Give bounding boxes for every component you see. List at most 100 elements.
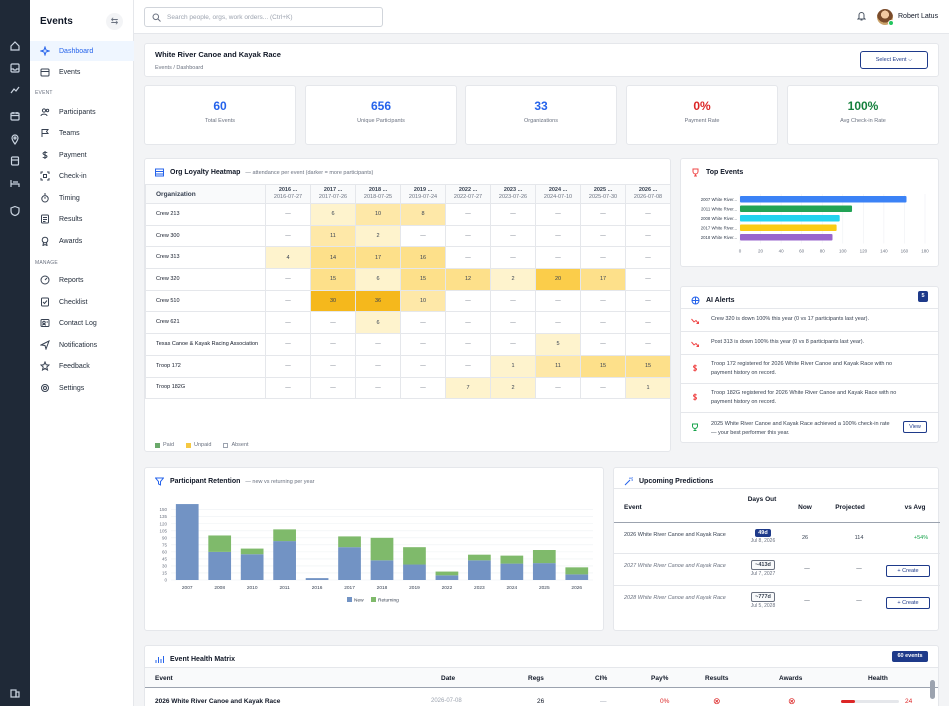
retention-bar-returning[interactable]: [208, 535, 232, 552]
retention-bar-new[interactable]: [532, 563, 556, 580]
sidebar-item-payment[interactable]: Payment: [30, 145, 134, 165]
health-event-name[interactable]: 2026 White River Canoe and Kayak Race: [155, 698, 281, 705]
health-header-regs[interactable]: Regs: [528, 675, 544, 682]
collapse-sidebar-button[interactable]: ⇆: [106, 13, 123, 30]
inbox-icon[interactable]: [9, 62, 21, 74]
sidebar-item-reports[interactable]: Reports: [30, 270, 134, 290]
heatmap-cell[interactable]: —: [265, 311, 311, 335]
retention-bar-new[interactable]: [500, 563, 524, 580]
retention-bar-new[interactable]: [565, 574, 589, 580]
heatmap-cell[interactable]: 15: [625, 354, 670, 378]
top-event-bar[interactable]: [740, 215, 840, 222]
heatmap-cell[interactable]: 6: [355, 268, 401, 291]
sidebar-item-teams[interactable]: Teams: [30, 123, 134, 143]
heatmap-cell[interactable]: —: [265, 268, 311, 291]
create-event-button[interactable]: + Create: [886, 597, 930, 609]
heatmap-cell[interactable]: 15: [310, 268, 356, 291]
create-event-button[interactable]: + Create: [886, 565, 930, 577]
analytics-icon[interactable]: [9, 84, 21, 96]
top-event-bar[interactable]: [740, 224, 837, 232]
health-header-results[interactable]: Results: [705, 675, 729, 682]
heatmap-cell[interactable]: —: [265, 333, 311, 356]
bed-icon[interactable]: [9, 177, 21, 189]
retention-bar-new[interactable]: [403, 564, 426, 580]
health-header-date[interactable]: Date: [441, 675, 456, 682]
breadcrumb[interactable]: Events / Dashboard: [155, 65, 204, 71]
heatmap-column-header[interactable]: 2017 ... 2017-07-26: [310, 184, 356, 204]
heatmap-row[interactable]: Troop 172— — — — —1 11 15 15: [145, 354, 670, 378]
heatmap-cell[interactable]: —: [400, 333, 446, 356]
heatmap-column-header[interactable]: 2016 ... 2016-07-27: [265, 184, 311, 204]
retention-bar-returning[interactable]: [240, 548, 264, 555]
heatmap-cell[interactable]: —: [355, 333, 401, 356]
heatmap-cell[interactable]: 10: [355, 203, 401, 226]
health-header-event[interactable]: Event: [155, 675, 173, 682]
page-scrollbar[interactable]: [930, 680, 935, 699]
heatmap-column-header[interactable]: 2024 ... 2024-07-10: [535, 184, 581, 204]
heatmap-cell[interactable]: —: [445, 333, 491, 356]
heatmap-cell[interactable]: —: [580, 289, 626, 313]
user-name[interactable]: Robert Latus: [898, 13, 939, 20]
retention-bar-returning[interactable]: [273, 529, 296, 542]
sidebar-item-dashboard[interactable]: Dashboard: [30, 41, 134, 61]
heatmap-cell[interactable]: —: [580, 376, 626, 400]
alert-item[interactable]: Post 313 is down 100% this year (0 vs 8 …: [681, 331, 939, 354]
predictions-header-vs-avg[interactable]: vs Avg: [904, 504, 926, 511]
predictions-header-days[interactable]: Days Out: [747, 496, 777, 503]
retention-bar-new[interactable]: [468, 560, 491, 580]
heatmap-cell[interactable]: 1: [490, 354, 536, 378]
heatmap-cell[interactable]: —: [490, 289, 536, 313]
heatmap-cell[interactable]: 10: [400, 289, 446, 313]
retention-bar-returning[interactable]: [403, 547, 426, 565]
heatmap-cell[interactable]: —: [625, 224, 670, 248]
sidebar-item-results[interactable]: Results: [30, 209, 134, 229]
retention-bar-new[interactable]: [370, 560, 394, 580]
location-pin-icon[interactable]: [9, 133, 21, 145]
alert-item[interactable]: Troop 172 registered for 2026 White Rive…: [681, 354, 939, 383]
retention-bar-new[interactable]: [305, 578, 329, 580]
top-event-bar[interactable]: [740, 234, 833, 241]
heatmap-cell[interactable]: —: [535, 289, 581, 313]
heatmap-cell[interactable]: —: [265, 289, 311, 313]
search-input[interactable]: Search people, orgs, work orders... (Ctr…: [144, 7, 383, 27]
prediction-row[interactable]: 2028 White River Canoe and Kayak Race ~7…: [614, 585, 940, 617]
heatmap-column-header[interactable]: 2022 ... 2022-07-27: [445, 184, 491, 204]
heatmap-cell[interactable]: 2: [490, 268, 536, 291]
alert-item[interactable]: Crew 320 is down 100% this year (0 vs 17…: [681, 308, 939, 331]
retention-bar-new[interactable]: [240, 554, 264, 580]
heatmap-cell[interactable]: 2: [355, 224, 401, 248]
retention-bar-returning[interactable]: [468, 554, 491, 561]
heatmap-cell[interactable]: 17: [580, 268, 626, 291]
heatmap-cell[interactable]: —: [490, 224, 536, 248]
heatmap-cell[interactable]: —: [445, 289, 491, 313]
heatmap-column-header[interactable]: 2018 ... 2018-07-25: [355, 184, 401, 204]
predictions-header-now[interactable]: Now: [798, 504, 812, 511]
sidebar-item-participants[interactable]: Participants: [30, 102, 134, 122]
heatmap-cell[interactable]: —: [535, 246, 581, 270]
predictions-header-event[interactable]: Event: [624, 504, 642, 511]
heatmap-column-header[interactable]: 2026 ... 2026-07-08: [625, 184, 670, 204]
retention-bar-new[interactable]: [273, 541, 296, 580]
heatmap-row[interactable]: Crew 213—6 10 8— — — — —: [145, 203, 670, 226]
heatmap-cell[interactable]: 30: [310, 289, 356, 313]
heatmap-cell[interactable]: 15: [400, 268, 446, 291]
retention-bar-returning[interactable]: [338, 536, 361, 548]
heatmap-cell[interactable]: —: [580, 333, 626, 356]
heatmap-cell[interactable]: 17: [355, 246, 401, 270]
heatmap-cell[interactable]: 11: [310, 224, 356, 248]
heatmap-cell[interactable]: 5: [535, 333, 581, 356]
retention-bar-returning[interactable]: [532, 550, 556, 564]
heatmap-cell[interactable]: 4: [265, 246, 311, 270]
heatmap-row[interactable]: Crew 313 4 14 17 16— — — — —: [145, 246, 670, 270]
building-icon[interactable]: [9, 687, 21, 699]
retention-bar-new[interactable]: [208, 551, 232, 580]
heatmap-cell[interactable]: 7: [445, 376, 491, 400]
heatmap-cell[interactable]: 6: [310, 203, 356, 226]
alert-item[interactable]: Troop 182G registered for 2026 White Riv…: [681, 383, 939, 412]
heatmap-cell[interactable]: —: [625, 268, 670, 291]
heatmap-cell[interactable]: 16: [400, 246, 446, 270]
shield-icon[interactable]: [9, 205, 21, 217]
heatmap-cell[interactable]: —: [265, 354, 311, 378]
heatmap-cell[interactable]: 1: [625, 376, 670, 400]
heatmap-row[interactable]: Crew 320—15 6 15 12 2 20 17—: [145, 268, 670, 291]
